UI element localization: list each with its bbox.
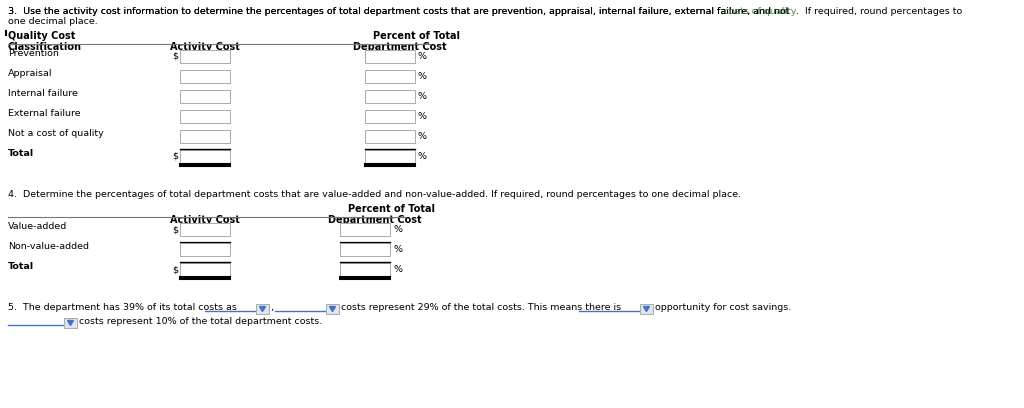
Bar [180,50,230,63]
Bar [180,130,230,143]
Text: Internal failure: Internal failure [8,89,78,98]
Bar [180,263,230,276]
Text: one decimal place.: one decimal place. [8,17,97,26]
Text: Prevention: Prevention [8,49,58,58]
Polygon shape [330,306,336,311]
Bar [365,150,415,163]
Bar [640,304,653,314]
Text: Activity Cost: Activity Cost [170,215,240,225]
Bar [180,150,230,163]
Text: Percent of Total: Percent of Total [373,31,460,41]
Text: %: % [393,265,402,274]
Text: Classification: Classification [8,42,82,52]
Text: 5.  The department has 39% of its total costs as: 5. The department has 39% of its total c… [8,303,237,312]
Polygon shape [643,306,649,311]
Text: %: % [418,132,427,141]
Text: Department Cost: Department Cost [328,215,422,225]
Text: costs of quality: costs of quality [724,7,797,16]
Text: Quality Cost: Quality Cost [8,31,76,41]
Text: 3.  Use the activity cost information to determine the percentages of total depa: 3. Use the activity cost information to … [8,7,793,16]
Text: Appraisal: Appraisal [8,69,52,78]
Text: costs represent 29% of the total costs. This means there is: costs represent 29% of the total costs. … [341,303,622,312]
Bar [340,243,390,256]
Text: $: $ [172,152,178,161]
Text: Non-value-added: Non-value-added [8,242,89,251]
Text: Value-added: Value-added [8,222,68,231]
Text: External failure: External failure [8,109,81,118]
Text: %: % [418,52,427,61]
Bar [180,243,230,256]
Text: %: % [418,152,427,161]
Bar [180,223,230,236]
Bar [365,110,415,123]
Bar [340,263,390,276]
Bar [365,50,415,63]
Bar [340,223,390,236]
Bar [256,304,269,314]
Text: %: % [418,112,427,121]
Bar [180,110,230,123]
Text: .  If required, round percentages to: . If required, round percentages to [796,7,963,16]
Text: ,: , [270,303,273,312]
Text: Activity Cost: Activity Cost [170,42,240,52]
Text: Not a cost of quality: Not a cost of quality [8,129,103,138]
Polygon shape [68,321,74,326]
Bar [326,304,339,314]
Text: %: % [393,225,402,234]
Text: Total: Total [8,149,34,158]
Text: Department Cost: Department Cost [353,42,446,52]
Bar [365,130,415,143]
Bar [63,318,77,328]
Polygon shape [259,306,265,311]
Text: Percent of Total: Percent of Total [348,204,435,214]
Text: %: % [418,72,427,81]
Text: $: $ [172,52,178,61]
Bar [180,70,230,83]
Text: opportunity for cost savings.: opportunity for cost savings. [655,303,792,312]
Bar [365,90,415,103]
Text: $: $ [172,265,178,274]
Text: %: % [418,92,427,101]
Bar [180,90,230,103]
Text: costs represent 10% of the total department costs.: costs represent 10% of the total departm… [79,317,323,326]
Text: 3.  Use the activity cost information to determine the percentages of total depa: 3. Use the activity cost information to … [8,7,793,16]
Text: $: $ [172,225,178,234]
Text: %: % [393,245,402,254]
Text: Total: Total [8,262,34,271]
Bar [365,70,415,83]
Text: 4.  Determine the percentages of total department costs that are value-added and: 4. Determine the percentages of total de… [8,190,741,199]
